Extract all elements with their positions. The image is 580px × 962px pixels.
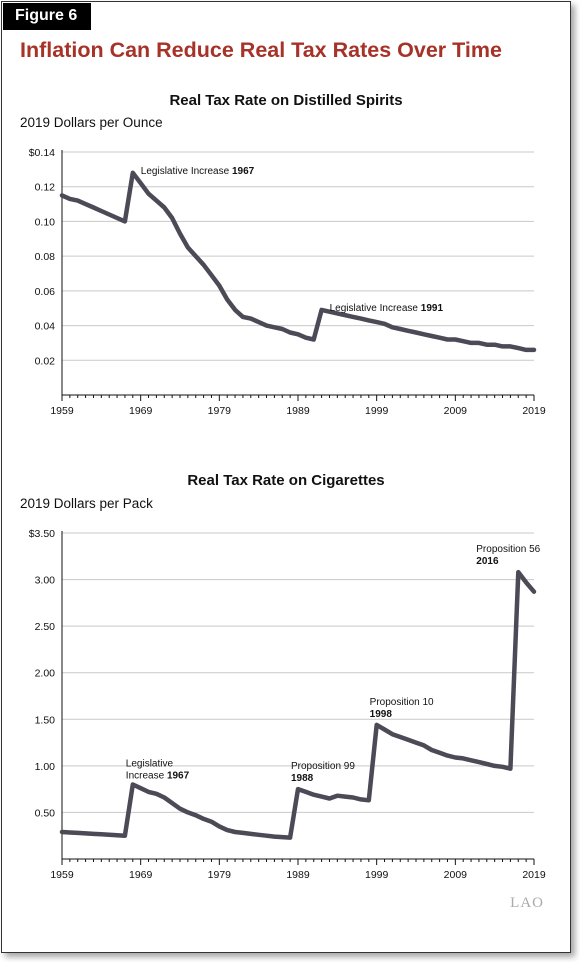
- figure-frame: Figure 6 Inflation Can Reduce Real Tax R…: [1, 1, 571, 953]
- spirits-x-tick-label: 2009: [444, 405, 468, 417]
- cigarettes-annotation: Proposition 99 1988: [291, 761, 355, 784]
- cigarettes-annotation: Legislative Increase 1967: [126, 758, 190, 781]
- cigarettes-y-tick-label: 2.00: [35, 668, 56, 680]
- spirits-annotation: Legislative Increase 1967: [141, 166, 255, 177]
- cigarettes-x-tick-label: 1969: [129, 869, 153, 881]
- cigarettes-x-tick-label: 1979: [208, 869, 232, 881]
- cigarettes-y-tick-label: 3.00: [35, 575, 56, 587]
- spirits-x-tick-label: 1969: [129, 405, 153, 417]
- spirits-y-tick-label: 0.06: [35, 286, 56, 298]
- cigarettes-x-tick-label: 1999: [365, 869, 389, 881]
- cigarettes-x-tick-label: 1959: [50, 869, 74, 881]
- lao-logo: LAO: [510, 895, 544, 911]
- spirits-y-tick-label: 0.02: [35, 355, 56, 367]
- spirits-series-line: [59, 170, 537, 353]
- spirits-x-tick-label: 1999: [365, 405, 389, 417]
- figure-label: Figure 6: [3, 3, 92, 30]
- cigarettes-annotation: Proposition 56 2016: [476, 544, 540, 567]
- spirits-chart-title: Real Tax Rate on Distilled Spirits: [169, 92, 403, 109]
- spirits-y-tick-label: 0.08: [35, 251, 56, 263]
- cigarettes-y-tick-label: 1.50: [35, 714, 56, 726]
- spirits-annotation: Legislative Increase 1991: [330, 303, 444, 314]
- cigarettes-y-tick-label: $3.50: [29, 528, 55, 540]
- spirits-x-tick-label: 1959: [50, 405, 74, 417]
- spirits-unit-label: 2019 Dollars per Ounce: [20, 115, 163, 130]
- cigarettes-x-tick-label: 2009: [444, 869, 468, 881]
- cigarettes-unit-label: 2019 Dollars per Pack: [20, 496, 153, 511]
- cigarettes-y-tick-label: 2.50: [35, 621, 56, 633]
- cigarettes-x-tick-label: 1989: [286, 869, 310, 881]
- cigarettes-y-tick-label: 0.50: [35, 807, 56, 819]
- spirits-y-tick-label: 0.10: [35, 216, 56, 228]
- spirits-y-tick-label: $0.14: [29, 147, 55, 159]
- cigarettes-series-line: [59, 569, 537, 840]
- spirits-x-tick-label: 1979: [208, 405, 232, 417]
- spirits-x-tick-label: 2019: [522, 405, 546, 417]
- spirits-y-tick-label: 0.12: [35, 182, 56, 194]
- spirits-x-tick-label: 1989: [286, 405, 310, 417]
- cigarettes-y-tick-label: 1.00: [35, 761, 56, 773]
- spirits-y-tick-label: 0.04: [35, 321, 56, 333]
- cigarettes-chart-title: Real Tax Rate on Cigarettes: [187, 472, 385, 489]
- cigarettes-annotation: Proposition 10 1998: [370, 697, 434, 720]
- cigarettes-x-tick-label: 2019: [522, 869, 546, 881]
- page-title: Inflation Can Reduce Real Tax Rates Over…: [20, 38, 502, 62]
